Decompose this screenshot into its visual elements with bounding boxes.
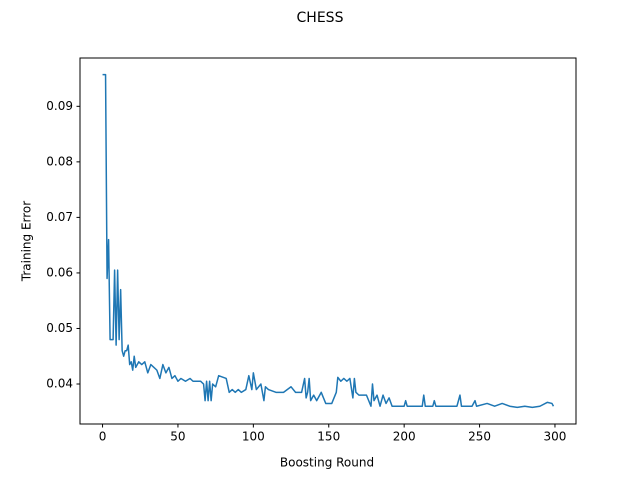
y-tick-label: 0.09 [46,99,73,113]
data-line [102,73,555,409]
x-axis-label: Boosting Round [280,456,374,470]
chart-title: CHESS [297,10,344,26]
y-axis-label: Training Error [20,201,34,282]
x-tick-label: 50 [170,430,185,444]
y-tick-label: 0.06 [46,265,73,279]
x-tick-label: 200 [393,430,416,444]
y-tick-label: 0.08 [46,154,73,168]
x-tick-label: 0 [99,430,107,444]
x-tick-label: 100 [242,430,265,444]
x-tick-label: 250 [468,430,491,444]
y-tick-label: 0.05 [46,321,73,335]
x-tick-label: 150 [317,430,340,444]
axes-frame [79,57,577,425]
y-tick-label: 0.04 [46,377,73,391]
y-tick-label: 0.07 [46,210,73,224]
x-tick-label: 300 [544,430,567,444]
plot-area: 0 50 100 150 200 250 300 0.04 0.05 0.06 0.07 0.08 0.… [46,73,567,444]
